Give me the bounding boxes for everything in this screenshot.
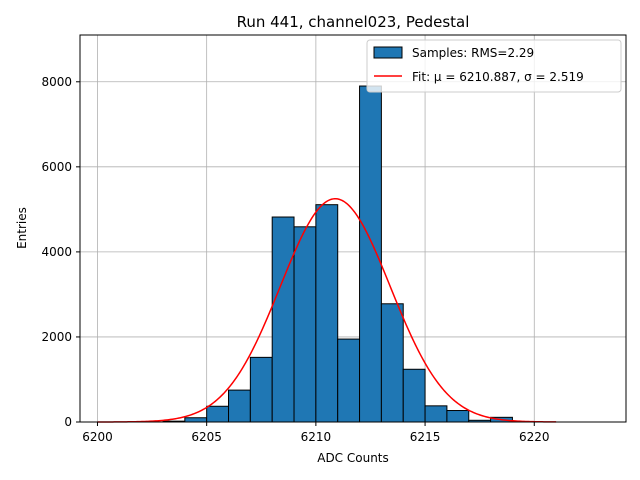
histogram-bar [184, 417, 208, 423]
y-tick-label: 4000 [41, 245, 72, 259]
legend-swatch-samples [373, 46, 403, 59]
histogram-bar [206, 405, 230, 423]
histogram-bar [424, 405, 448, 423]
y-tick-label: 2000 [41, 330, 72, 344]
histogram-bar [380, 303, 404, 423]
y-tick-label: 0 [64, 415, 72, 429]
histogram-bar [359, 85, 382, 423]
x-tick-label: 6220 [519, 430, 550, 444]
histogram-bars [162, 85, 513, 423]
histogram-bar [446, 410, 470, 423]
legend-box [366, 39, 622, 93]
legend-label-samples: Samples: RMS=2.29 [412, 46, 534, 60]
fit-curve [97, 198, 557, 423]
histogram-bar [228, 389, 251, 423]
x-tick-label: 6205 [191, 430, 222, 444]
plot-frame [79, 34, 627, 423]
y-axis-ticks: 0 2000 4000 6000 8000 [41, 75, 80, 429]
histogram-bar [249, 356, 273, 423]
histogram-bar [293, 226, 317, 423]
x-tick-label: 6200 [82, 430, 113, 444]
y-tick-label: 8000 [41, 75, 72, 89]
histogram-bar [402, 368, 426, 423]
y-tick-label: 6000 [41, 160, 72, 174]
histogram-bar [315, 204, 339, 423]
x-axis-ticks: 6200 6205 6210 6215 6220 [82, 422, 550, 444]
histogram-bar [271, 216, 295, 423]
legend-label-fit: Fit: μ = 6210.887, σ = 2.519 [412, 70, 584, 84]
x-axis-label: ADC Counts [317, 451, 389, 465]
legend: Samples: RMS=2.29 Fit: μ = 6210.887, σ =… [366, 39, 622, 93]
x-tick-label: 6210 [301, 430, 332, 444]
chart-title: Run 441, channel023, Pedestal [237, 13, 470, 31]
histogram-bar [337, 338, 361, 423]
x-tick-label: 6215 [410, 430, 441, 444]
y-axis-label: Entries [15, 207, 29, 249]
